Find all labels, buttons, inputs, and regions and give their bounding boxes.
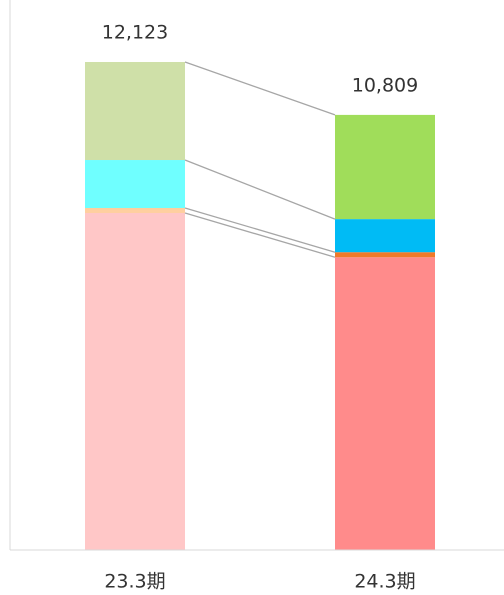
total-label: 12,123 — [102, 22, 168, 44]
connector-line — [184, 61, 336, 116]
bar-segment — [335, 219, 435, 253]
connector-line — [184, 159, 336, 220]
x-tick-label: 23.3期 — [104, 571, 165, 593]
bar-segment — [85, 160, 185, 209]
bar-segment — [85, 208, 185, 213]
bar-segment — [335, 257, 435, 550]
x-tick-label: 24.3期 — [354, 571, 415, 593]
bar-segment — [85, 62, 185, 161]
total-label: 10,809 — [352, 74, 418, 96]
bar-segment — [335, 114, 435, 220]
connector-line — [184, 207, 336, 253]
connector-line — [184, 212, 336, 258]
bar-segment — [85, 212, 185, 550]
bar-segment — [335, 252, 435, 258]
